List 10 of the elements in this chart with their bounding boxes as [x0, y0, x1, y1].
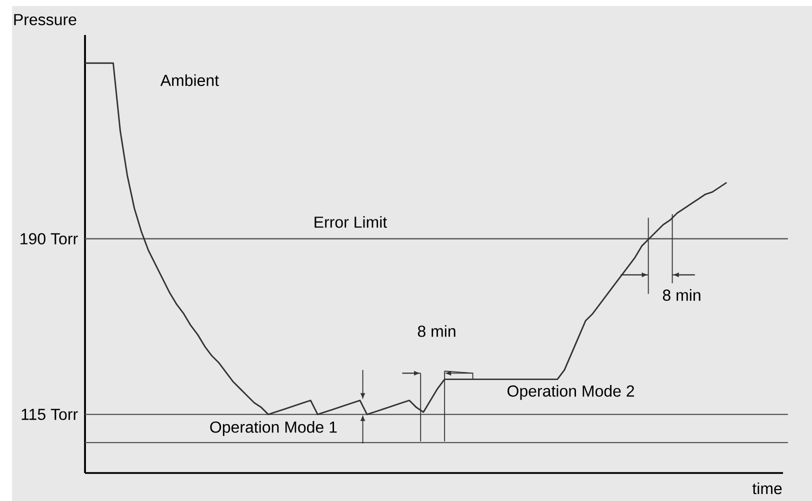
x-axis-title: time	[752, 482, 782, 494]
annotation: Ambient	[160, 74, 219, 86]
y-tick-label: 115 Torr	[22, 408, 78, 420]
y-axis-title: Pressure	[14, 14, 76, 26]
annotation: 8 min	[662, 289, 700, 301]
annotation: Operation Mode 2	[508, 384, 634, 400]
annotation: Operation Mode 1	[210, 421, 337, 436]
y-tick-label: 190 Torr	[20, 233, 78, 244]
ref-line-label: Error Limit	[314, 216, 387, 228]
annotation: 8 min	[418, 325, 456, 337]
